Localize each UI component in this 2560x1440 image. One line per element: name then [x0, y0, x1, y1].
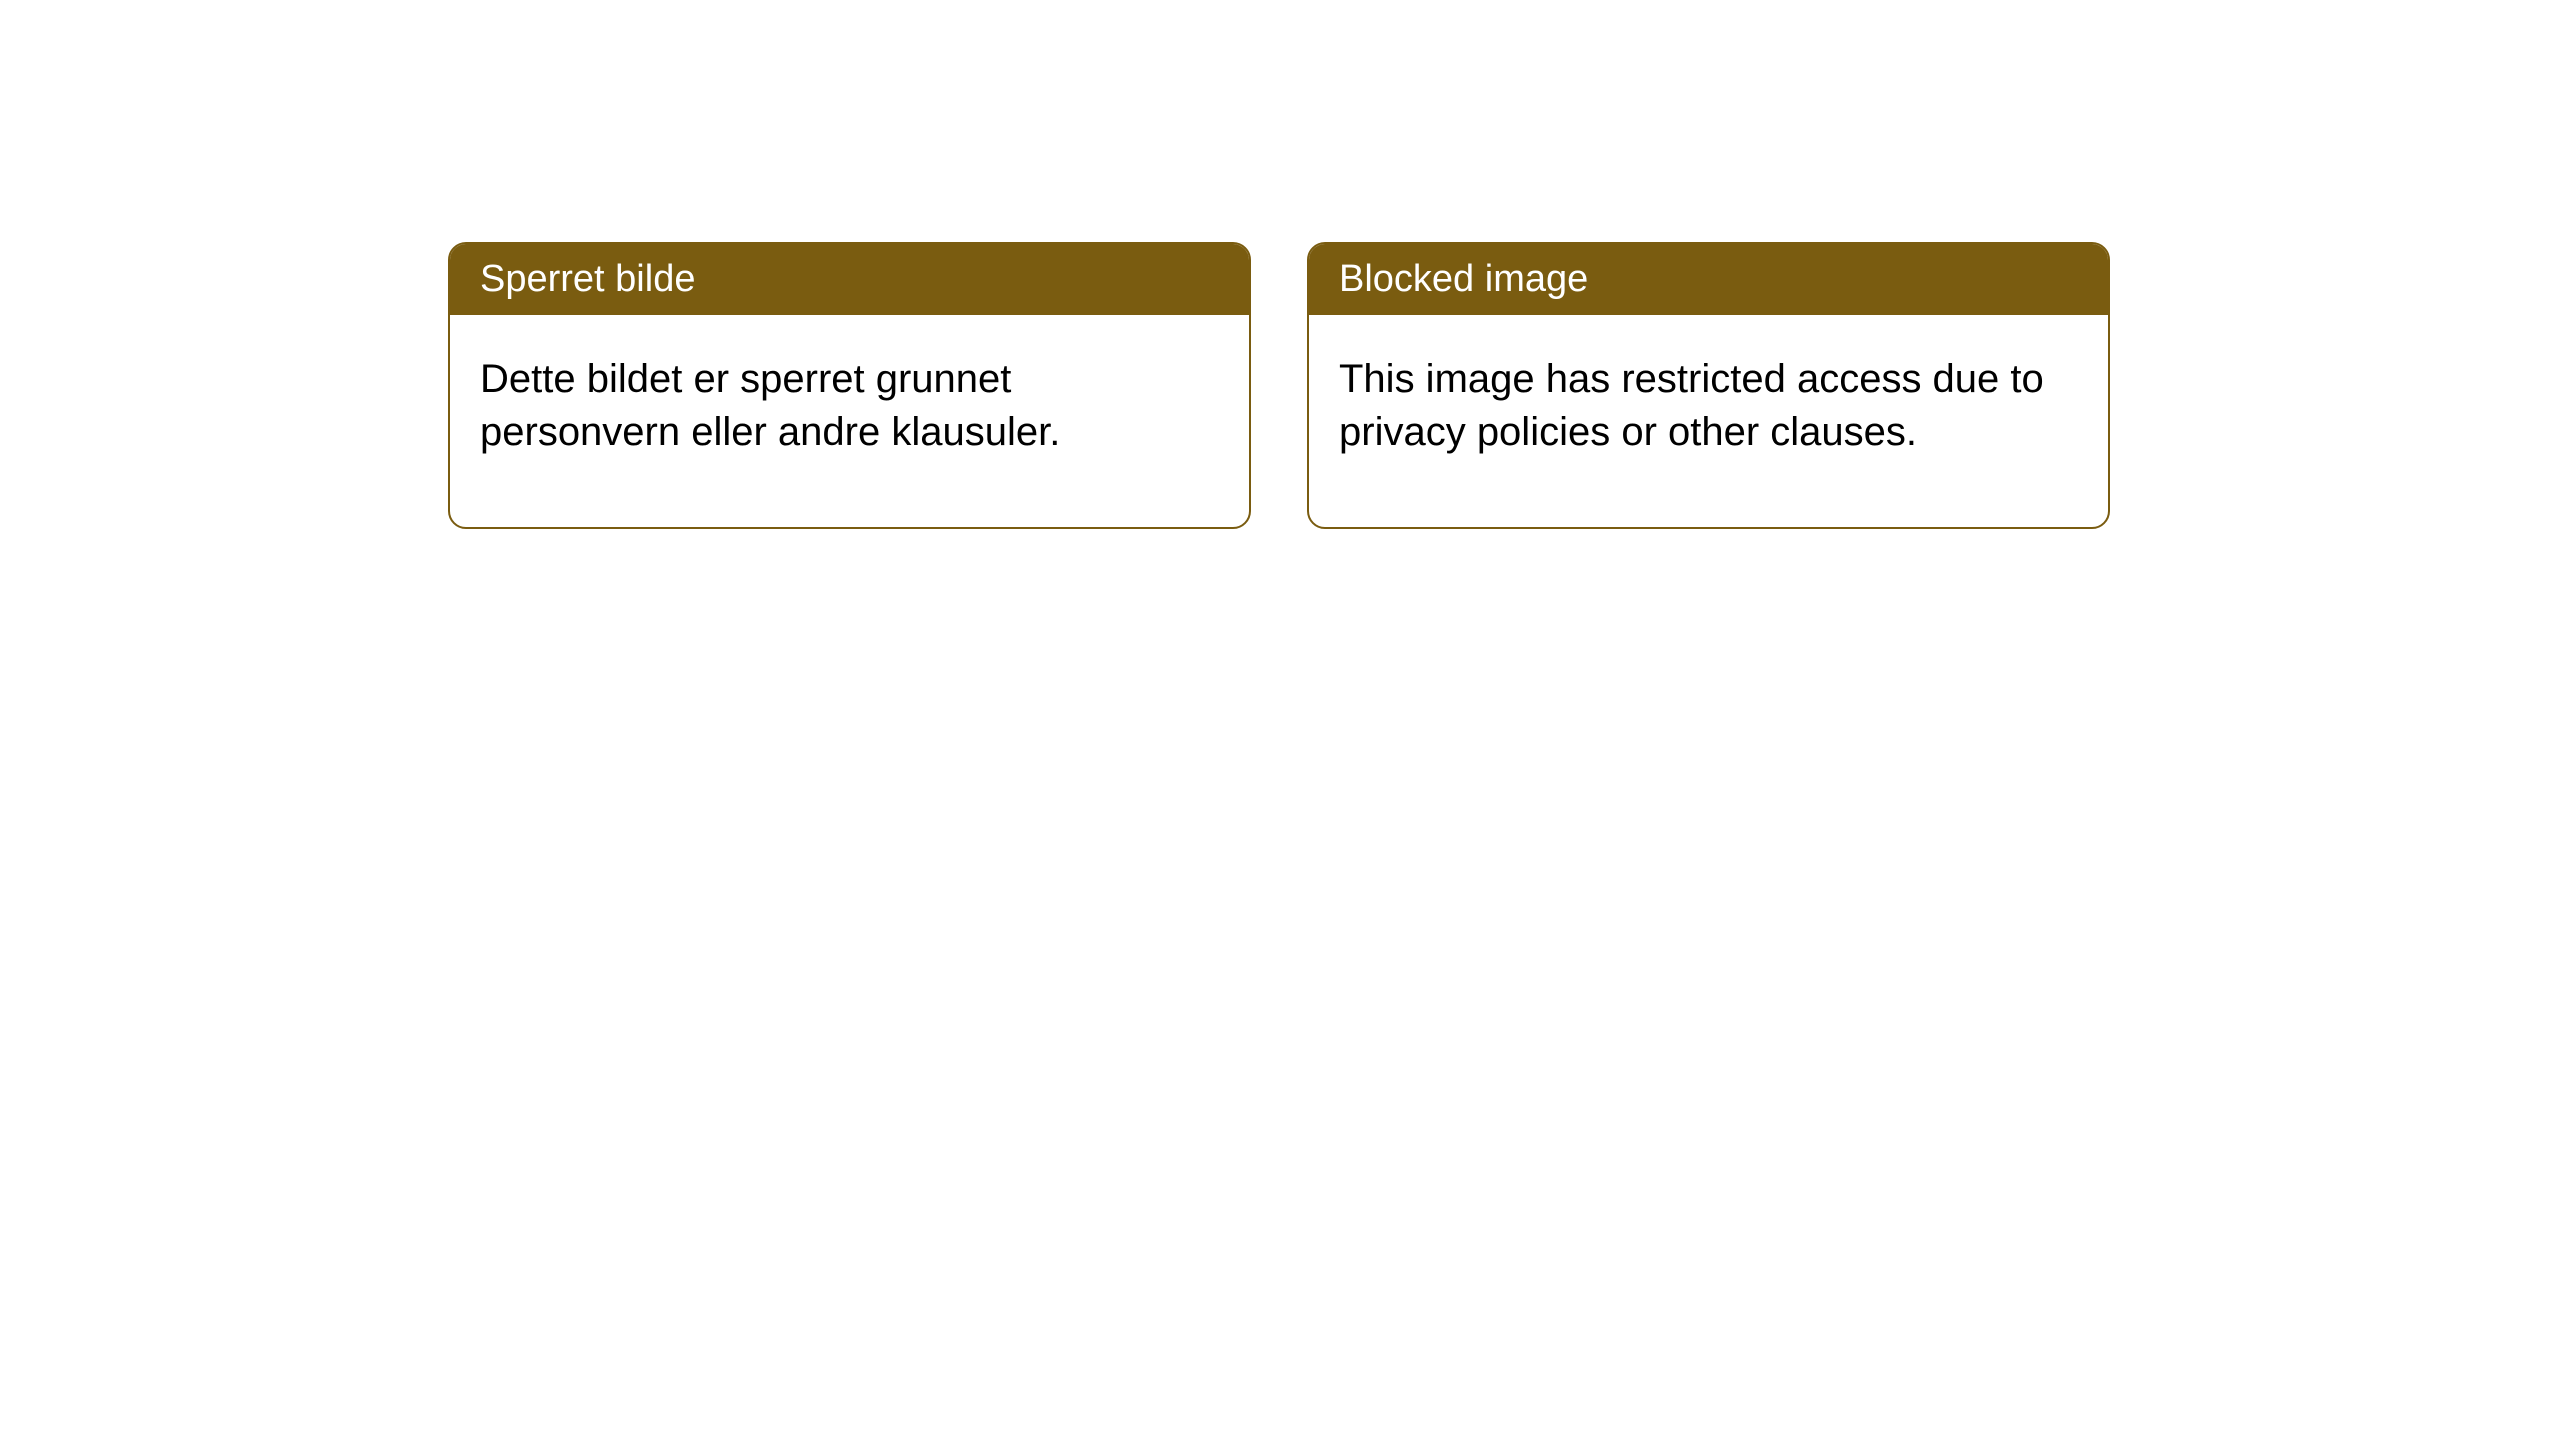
notice-card-text: Dette bildet er sperret grunnet personve…	[480, 357, 1060, 454]
notice-card-norwegian: Sperret bilde Dette bildet er sperret gr…	[448, 242, 1251, 529]
notice-card-header: Blocked image	[1309, 244, 2108, 315]
notice-card-body: Dette bildet er sperret grunnet personve…	[450, 315, 1249, 527]
notice-card-body: This image has restricted access due to …	[1309, 315, 2108, 527]
notice-cards-container: Sperret bilde Dette bildet er sperret gr…	[448, 242, 2110, 529]
notice-card-text: This image has restricted access due to …	[1339, 357, 2044, 454]
notice-card-english: Blocked image This image has restricted …	[1307, 242, 2110, 529]
notice-card-title: Blocked image	[1339, 258, 1588, 300]
notice-card-header: Sperret bilde	[450, 244, 1249, 315]
notice-card-title: Sperret bilde	[480, 258, 695, 300]
